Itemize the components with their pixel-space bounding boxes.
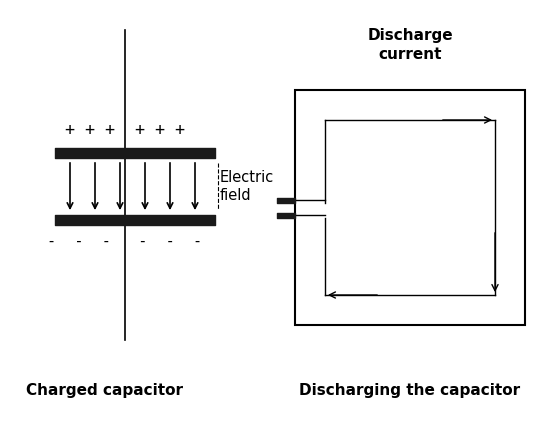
Text: Discharge
current: Discharge current — [367, 27, 453, 62]
Text: Discharging the capacitor: Discharging the capacitor — [300, 382, 521, 398]
Text: Electric
field: Electric field — [220, 170, 274, 203]
Text: -  -  -   -  -  -: - - - - - - — [47, 235, 203, 249]
Bar — [295, 90, 525, 325]
Text: Charged capacitor: Charged capacitor — [27, 382, 184, 398]
Text: + + +  + + +: + + + + + + — [65, 121, 185, 139]
